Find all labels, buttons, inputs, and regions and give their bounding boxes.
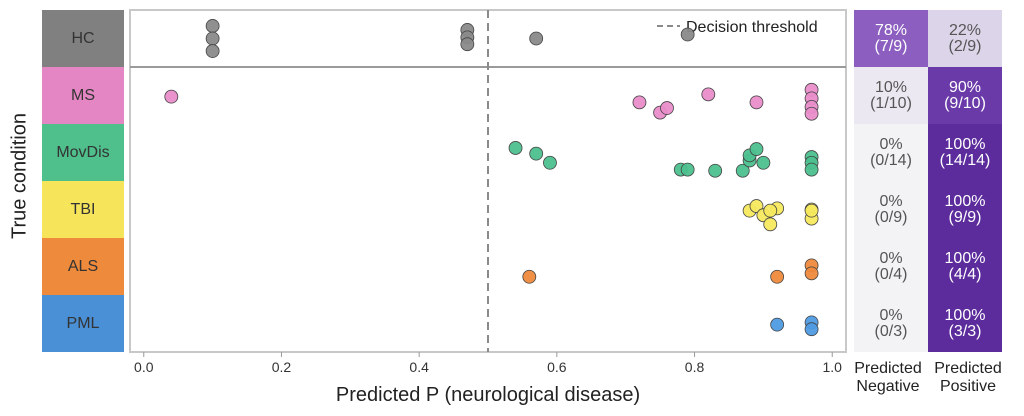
cell-count: (7/9) <box>874 37 908 55</box>
category-label-hc: HC <box>42 10 124 67</box>
data-point-pml <box>770 317 785 332</box>
data-point-als <box>804 266 819 281</box>
data-point-pml <box>804 322 819 337</box>
cell-count: (9/9) <box>948 208 982 226</box>
data-point-movdis <box>756 155 771 170</box>
data-point-hc <box>205 19 220 33</box>
x-tick-label: 0.4 <box>409 359 429 375</box>
category-label-ms: MS <box>42 67 124 124</box>
cell-percent: 100% <box>944 249 986 267</box>
cell-count: (2/9) <box>948 37 982 55</box>
cell-percent: 90% <box>948 78 982 96</box>
table-cell-positive: 90% (9/10) <box>928 67 1002 124</box>
category-label-als: ALS <box>42 238 124 295</box>
cell-percent: 100% <box>944 306 986 324</box>
data-point-movdis <box>749 142 764 156</box>
table-cell-negative: 78% (7/9) <box>854 10 928 67</box>
cell-percent: 100% <box>944 135 986 153</box>
x-tick-label: 1.0 <box>822 359 842 375</box>
cell-count: (14/14) <box>939 151 991 169</box>
cell-percent: 0% <box>879 192 903 210</box>
x-axis-title: Predicted P (neurological disease) <box>335 384 641 406</box>
data-point-movdis <box>708 163 723 178</box>
cell-percent: 10% <box>874 78 908 96</box>
table-cell-positive: 100% (3/3) <box>928 295 1002 352</box>
table-cell-positive: 22% (2/9) <box>928 10 1002 67</box>
data-point-ms <box>632 95 647 110</box>
cell-percent: 0% <box>879 249 903 267</box>
data-point-movdis <box>543 155 557 170</box>
cell-count: (3/3) <box>948 322 982 340</box>
column-header-negative-line2: Negative <box>856 378 920 395</box>
data-point-tbi <box>763 217 778 232</box>
cell-count: (9/10) <box>944 94 986 112</box>
column-header-positive-line1: Predicted <box>934 360 1002 377</box>
data-point-als <box>770 269 785 284</box>
table-cell-negative: 0% (0/4) <box>854 238 928 295</box>
cell-count: (0/9) <box>874 208 908 226</box>
category-label-movdis: MovDis <box>42 124 124 181</box>
cell-percent: 0% <box>879 306 903 324</box>
table-cell-positive: 100% (9/9) <box>928 181 1002 238</box>
table-cell-negative: 10% (1/10) <box>854 67 928 124</box>
data-point-hc <box>680 27 695 42</box>
data-point-hc <box>460 37 475 52</box>
table-cell-positive: 100% (4/4) <box>928 238 1002 295</box>
data-point-ms <box>749 95 764 110</box>
x-tick-label: 0.6 <box>547 359 567 375</box>
data-point-movdis <box>735 163 750 178</box>
data-point-movdis <box>680 162 695 177</box>
x-tick-label: 0.0 <box>134 359 154 375</box>
data-point-movdis <box>508 141 523 155</box>
data-point-hc <box>205 31 220 46</box>
cell-percent: 0% <box>879 135 903 153</box>
table-cell-negative: 0% (0/14) <box>854 124 928 181</box>
data-point-movdis <box>804 162 819 177</box>
table-cell-negative: 0% (0/9) <box>854 181 928 238</box>
cell-count: (0/4) <box>874 265 908 283</box>
data-point-ms <box>164 89 179 104</box>
column-header-negative: Predicted Negative <box>848 360 928 396</box>
cell-count: (0/14) <box>870 151 912 169</box>
category-label-pml: PML <box>42 295 124 352</box>
data-point-ms <box>701 87 716 102</box>
x-tick-label: 0.8 <box>685 359 705 375</box>
data-point-movdis <box>529 146 544 161</box>
data-point-tbi <box>804 203 819 218</box>
data-point-als <box>522 269 537 284</box>
cell-count: (1/10) <box>870 94 912 112</box>
cell-percent: 78% <box>874 21 908 39</box>
data-point-tbi <box>749 199 764 213</box>
category-strip: HC MS MovDis TBI ALS PML <box>42 10 124 352</box>
data-point-ms <box>660 101 674 115</box>
cell-count: (4/4) <box>948 265 982 283</box>
prediction-summary-table: 78% (7/9) 22% (2/9) 10% (1/10) 90% (9/10) 0% (0/1… <box>854 10 1002 352</box>
table-cell-negative: 0% (0/3) <box>854 295 928 352</box>
category-label-tbi: TBI <box>42 181 124 238</box>
data-point-ms <box>804 106 819 121</box>
x-tick-label: 0.2 <box>272 359 292 375</box>
cell-percent: 100% <box>944 192 986 210</box>
table-cell-positive: 100% (14/14) <box>928 124 1002 181</box>
cell-count: (0/3) <box>874 322 908 340</box>
column-header-negative-line1: Predicted <box>854 360 922 377</box>
column-header-positive-line2: Positive <box>939 378 997 395</box>
cell-percent: 22% <box>948 21 982 39</box>
data-point-hc <box>529 31 544 46</box>
legend-threshold-label: Decision threshold <box>686 19 818 36</box>
column-header-positive: Predicted Positive <box>928 360 1008 396</box>
data-point-hc <box>205 44 220 58</box>
data-point-tbi <box>763 203 778 218</box>
